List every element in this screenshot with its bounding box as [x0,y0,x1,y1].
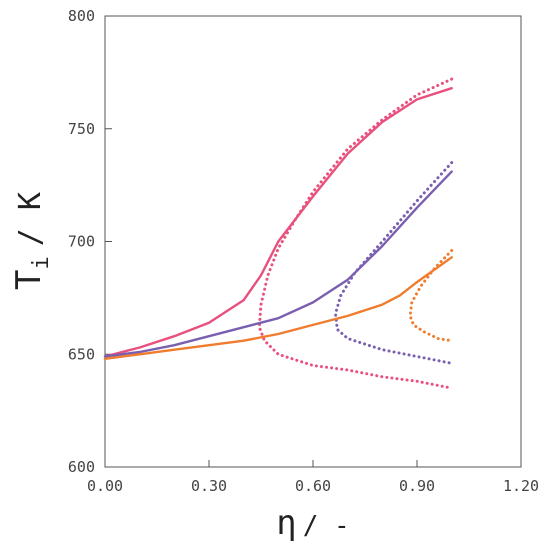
y-tick-label: 750 [68,120,95,138]
x-axis-label: η / - [276,503,349,543]
series-line-1-solid [103,86,453,358]
x-axis-label-unit: / - [303,511,350,541]
x-axis-label-symbol: η [276,503,296,543]
series-layer [103,77,454,390]
x-tick-label: 0.60 [295,477,331,495]
series-line-3-solid [103,170,453,358]
x-tick-label: 0.90 [399,477,435,495]
series-line-2-dotted [257,77,454,390]
y-axis-label-main: T [9,269,49,289]
x-axis-ticks: 0.00 0.30 0.60 0.90 1.20 [87,460,539,495]
y-axis-ticks: 600 650 700 750 800 [68,7,112,476]
series-line-6-dotted [408,249,454,343]
x-tick-label: 0.30 [191,477,227,495]
series-line-5-solid [103,256,453,360]
y-tick-label: 700 [68,233,95,251]
y-axis-label: Ti / K [9,192,54,290]
y-tick-label: 650 [68,345,95,363]
x-tick-label: 1.20 [503,477,539,495]
y-tick-label: 600 [68,458,95,476]
plot-frame [104,15,522,468]
y-axis-label-subscript: i [29,256,54,269]
y-axis-label-unit: / K [13,192,48,246]
x-tick-label: 0.00 [87,477,123,495]
series-line-4-dotted [334,161,454,365]
y-tick-label: 800 [68,7,95,25]
